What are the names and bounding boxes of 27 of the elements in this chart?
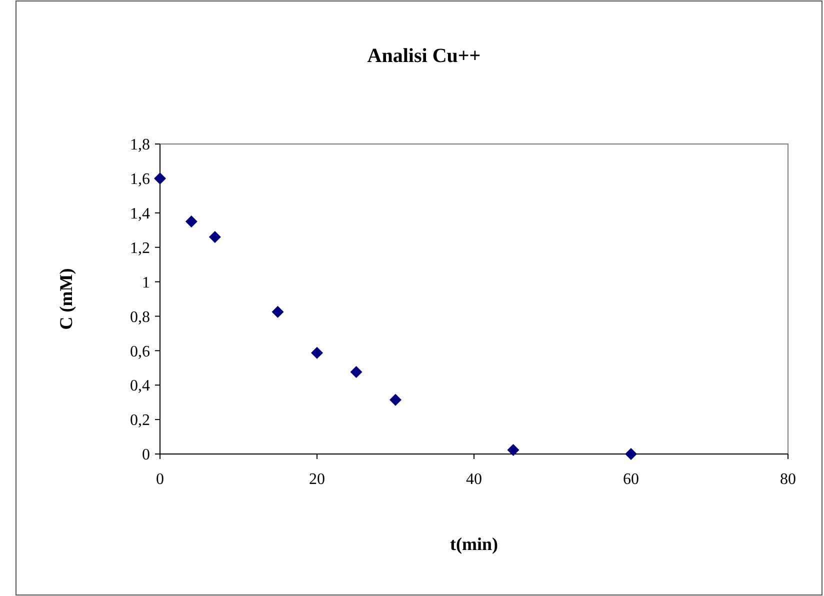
x-axis-title: t(min) [450,534,498,554]
x-tick-label: 80 [780,471,796,488]
point [390,394,402,406]
point [154,172,166,184]
y-tick-label: 1,8 [130,136,150,154]
y-tick-label: 0,2 [130,412,150,430]
y-tick-label: 0,8 [130,308,150,326]
y-tick-label: 1,6 [130,171,150,188]
y-tick-label: 1 [142,274,150,292]
point [208,231,221,243]
point [311,346,323,359]
x-tick-label: 20 [309,471,325,488]
y-tick-label: 1,2 [130,240,150,257]
point [507,444,520,456]
chart-title: Analisi Cu++ [367,45,481,67]
x-tick-label: 60 [623,471,639,488]
y-axis-title: C (mM) [56,268,76,330]
point [272,306,284,318]
x-tick-label: 40 [466,471,482,488]
y-tick-label: 0 [142,446,150,464]
y-tick-label: 0,6 [130,343,150,360]
y-tick-label: 0,4 [130,378,150,395]
point [625,448,637,460]
x-tick-label: 0 [156,471,164,488]
y-tick-label: 1,4 [130,205,150,222]
point [350,366,362,378]
point [185,216,198,228]
